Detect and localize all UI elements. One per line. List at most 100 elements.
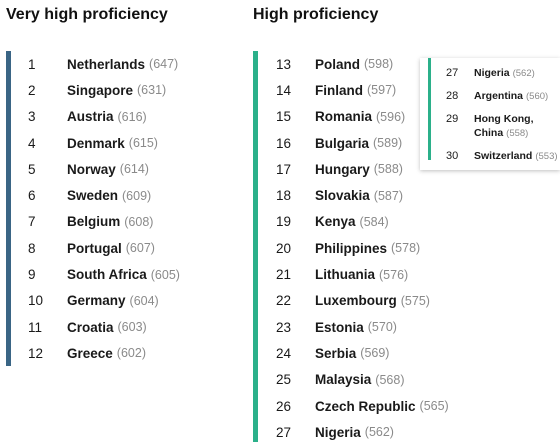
very-high-bar	[6, 51, 11, 366]
country-name: Germany	[67, 293, 126, 309]
country-name: Hong Kong, China (558)	[474, 112, 533, 141]
score: (570)	[367, 320, 397, 335]
ranking-row: 22 Luxembourg (575)	[276, 288, 449, 314]
country-label: Switzerland	[474, 150, 533, 162]
rank-number: 5	[28, 161, 36, 177]
ranking-row: 17 Hungary (588)	[276, 156, 449, 182]
rank-number: 17	[276, 161, 292, 177]
ranking-row: 26 Czech Republic (565)	[276, 393, 449, 419]
country-name: Czech Republic	[315, 398, 416, 414]
rank-number: 22	[276, 293, 292, 309]
score: (647)	[149, 57, 179, 72]
country-name: Greece	[67, 345, 113, 361]
country-name: South Africa	[67, 267, 147, 283]
rank-number: 27	[446, 67, 459, 79]
high-bar	[253, 51, 258, 442]
score: (602)	[116, 346, 146, 361]
score: (575)	[400, 293, 430, 308]
country-name: Lithuania	[315, 267, 375, 283]
country-name: Kenya	[315, 214, 356, 230]
score: (584)	[359, 214, 389, 229]
ranking-row: 7 Belgium (608)	[28, 209, 180, 235]
rank-number: 2	[28, 82, 36, 98]
ranking-row: 19 Kenya (584)	[276, 209, 449, 235]
country-name: Estonia	[315, 319, 364, 335]
country-name: Poland	[315, 56, 361, 72]
country-name: Bulgaria	[315, 135, 370, 151]
score: (560)	[526, 91, 549, 102]
country-name: Malaysia	[315, 372, 372, 388]
score: (588)	[373, 162, 403, 177]
country-name: Argentina (560)	[474, 89, 548, 104]
rank-number: 8	[28, 240, 36, 256]
country-name: Denmark	[67, 135, 125, 151]
rank-number: 16	[276, 135, 292, 151]
score: (608)	[124, 214, 154, 229]
ranking-row: 21 Lithuania (576)	[276, 261, 449, 287]
rank-number: 10	[28, 293, 44, 309]
ranking-row: 14 Finland (597)	[276, 77, 449, 103]
high-list: 13 Poland (598) 14 Finland (597) 15 Romania (5…	[276, 51, 449, 445]
rank-number: 12	[28, 345, 44, 361]
very-high-list: 1 Netherlands (647) 2 Singapore (631) 3 Austr…	[28, 51, 180, 367]
rank-number: 11	[28, 319, 43, 335]
ranking-row: 9 South Africa (605)	[28, 261, 180, 287]
rank-number: 27	[276, 424, 292, 440]
rank-number: 28	[446, 90, 459, 102]
rank-number: 1	[28, 56, 36, 72]
score: (603)	[117, 320, 147, 335]
rank-number: 24	[276, 345, 292, 361]
score: (616)	[117, 109, 147, 124]
score: (576)	[379, 267, 409, 282]
rank-number: 14	[276, 82, 292, 98]
rank-number: 15	[276, 109, 292, 125]
very-high-heading: Very high proficiency	[6, 6, 168, 23]
score: (596)	[376, 109, 406, 124]
rank-number: 25	[276, 372, 292, 388]
country-name: Nigeria	[315, 424, 361, 440]
score: (607)	[125, 241, 155, 256]
country-label-line2: China	[474, 127, 504, 139]
rank-number: 3	[28, 109, 36, 125]
ranking-row: 13 Poland (598)	[276, 51, 449, 77]
ranking-row: 10 Germany (604)	[28, 288, 180, 314]
country-name: Austria	[67, 109, 114, 125]
inset-row: 28 Argentina (560)	[446, 89, 558, 104]
score: (587)	[373, 188, 403, 203]
rank-number: 9	[28, 267, 36, 283]
country-name: Romania	[315, 109, 373, 125]
ranking-row: 8 Portugal (607)	[28, 235, 180, 261]
rank-number: 6	[28, 188, 36, 204]
country-name: Belgium	[67, 214, 121, 230]
score: (558)	[506, 128, 529, 139]
ranking-row: 27 Nigeria (562)	[276, 419, 449, 445]
country-name: Slovakia	[315, 188, 370, 204]
rank-number: 30	[446, 150, 459, 162]
ranking-row: 2 Singapore (631)	[28, 77, 180, 103]
ranking-row: 16 Bulgaria (589)	[276, 130, 449, 156]
score: (589)	[373, 136, 403, 151]
country-name: Netherlands	[67, 56, 146, 72]
score: (614)	[119, 162, 149, 177]
rank-number: 21	[276, 267, 292, 283]
score: (597)	[367, 83, 397, 98]
score: (605)	[150, 267, 180, 282]
ranking-row: 18 Slovakia (587)	[276, 182, 449, 208]
rank-number: 4	[28, 135, 36, 151]
rank-number: 23	[276, 319, 292, 335]
score: (553)	[535, 151, 558, 162]
country-name: Philippines	[315, 240, 388, 256]
rank-number: 7	[28, 214, 36, 230]
ranking-row: 5 Norway (614)	[28, 156, 180, 182]
score: (562)	[512, 68, 535, 79]
country-name: Singapore	[67, 82, 134, 98]
score: (578)	[391, 241, 421, 256]
rank-number: 29	[446, 113, 459, 125]
score: (568)	[375, 372, 405, 387]
score: (598)	[364, 57, 394, 72]
inset-panel: 27 Nigeria (562) 28 Argentina (560) 29 Hon…	[420, 58, 560, 170]
ranking-row: 6 Sweden (609)	[28, 182, 180, 208]
ranking-row: 11 Croatia (603)	[28, 314, 180, 340]
country-name: Sweden	[67, 188, 119, 204]
score: (615)	[128, 136, 158, 151]
